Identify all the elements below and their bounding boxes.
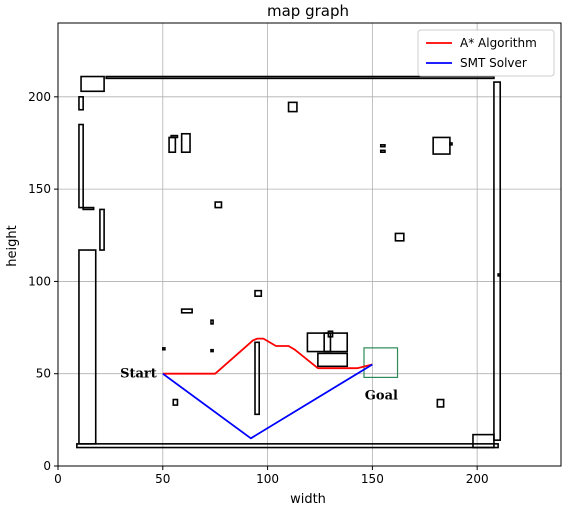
obstacle — [379, 149, 386, 154]
legend-box — [417, 29, 555, 77]
annotations: Start Goal — [120, 367, 398, 404]
obstacle — [78, 123, 84, 209]
chart-title: map graph — [267, 2, 349, 20]
map-obstacles — [76, 75, 502, 449]
x-tick-label: 200 — [466, 472, 489, 486]
legend-label: A* Algorithm — [460, 36, 537, 50]
series-line — [162, 363, 373, 440]
obstacle — [449, 142, 453, 146]
plot-frame — [57, 22, 562, 467]
obstacle — [172, 398, 179, 406]
goal-label: Goal — [365, 388, 398, 403]
x-tick-label: 50 — [155, 472, 170, 486]
path-series — [162, 337, 373, 440]
obstacle — [82, 206, 95, 211]
obstacle — [254, 341, 260, 416]
obstacle — [210, 348, 214, 353]
y-tick-label: 50 — [36, 367, 51, 381]
y-tick-label: 100 — [28, 274, 51, 288]
obstacle — [493, 81, 502, 441]
x-tick-label: 100 — [256, 472, 279, 486]
obstacle — [80, 75, 105, 93]
obstacle — [180, 132, 191, 154]
obstacle — [99, 208, 105, 251]
start-label: Start — [120, 367, 157, 382]
y-tick-label: 200 — [28, 90, 51, 104]
obstacle — [170, 134, 179, 139]
x-tick-label: 150 — [361, 472, 384, 486]
legend-label: SMT Solver — [460, 56, 527, 70]
goal-region — [363, 347, 399, 379]
grid-lines — [57, 23, 561, 467]
series-line — [162, 337, 373, 375]
obstacle — [161, 347, 166, 351]
obstacle — [210, 319, 214, 325]
obstacle — [105, 75, 495, 80]
obstacle — [287, 101, 298, 113]
x-axis-title: width — [290, 492, 326, 507]
y-axis-title: height — [5, 225, 20, 266]
obstacle — [323, 332, 349, 353]
obstacle — [394, 232, 405, 242]
obstacle — [317, 352, 349, 368]
obstacle — [180, 308, 193, 314]
obstacle — [379, 144, 386, 148]
axis-ticks: 0 50 100 150 200 0 50 100 150 200 — [28, 90, 489, 486]
obstacle — [78, 249, 97, 445]
obstacle — [168, 136, 177, 154]
obstacle — [497, 273, 502, 277]
obstacle — [436, 398, 445, 408]
obstacle — [76, 443, 499, 449]
legend: A* Algorithm SMT Solver — [417, 29, 555, 77]
y-tick-label: 0 — [43, 459, 51, 473]
obstacle — [254, 289, 263, 297]
obstacle — [327, 330, 334, 338]
x-tick-label: 0 — [54, 472, 62, 486]
obstacle — [472, 433, 495, 449]
obstacle — [214, 201, 223, 209]
y-tick-label: 150 — [28, 182, 51, 196]
obstacle — [306, 332, 332, 353]
obstacle — [78, 96, 84, 111]
obstacle — [432, 136, 451, 155]
